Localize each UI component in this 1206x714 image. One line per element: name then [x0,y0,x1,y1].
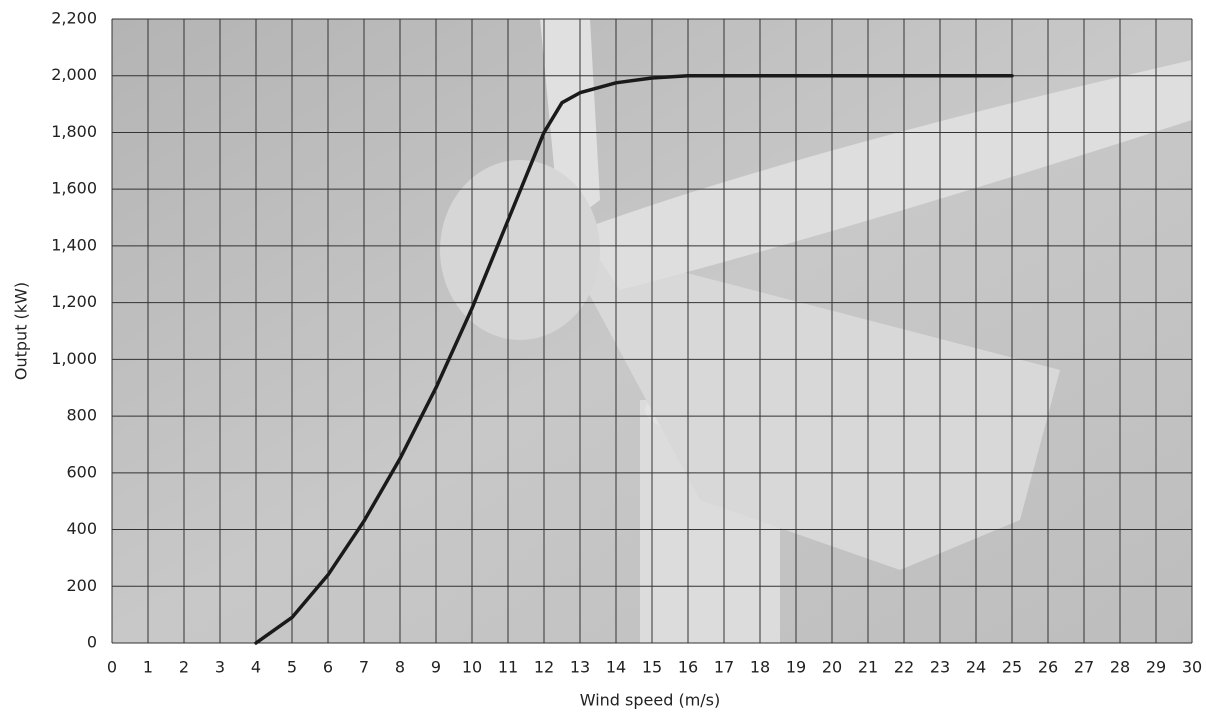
y-tick-label: 1,800 [51,122,97,141]
y-tick-label: 600 [66,462,97,481]
x-tick-label: 22 [894,658,914,677]
x-tick-label: 17 [714,658,734,677]
y-tick-label: 1,000 [51,349,97,368]
x-tick-label: 29 [1146,658,1166,677]
x-tick-label: 28 [1110,658,1130,677]
x-tick-label: 26 [1038,658,1058,677]
y-tick-label: 2,000 [51,65,97,84]
x-tick-label: 2 [179,658,189,677]
x-tick-label: 5 [287,658,297,677]
x-tick-label: 13 [570,658,590,677]
x-tick-label: 16 [678,658,698,677]
chart: 02004006008001,0001,2001,4001,6001,8002,… [0,0,1206,714]
y-tick-label: 1,600 [51,179,97,198]
x-tick-label: 0 [107,658,117,677]
x-tick-label: 14 [606,658,626,677]
y-tick-label: 800 [66,406,97,425]
x-tick-label: 30 [1182,658,1202,677]
y-tick-label: 400 [66,519,97,538]
x-tick-label: 19 [786,658,806,677]
x-tick-label: 8 [395,658,405,677]
x-tick-label: 12 [534,658,554,677]
x-tick-label: 6 [323,658,333,677]
x-tick-label: 10 [462,658,482,677]
y-tick-label: 1,200 [51,292,97,311]
x-tick-label: 18 [750,658,770,677]
x-tick-label: 9 [431,658,441,677]
x-tick-label: 7 [359,658,369,677]
x-tick-label: 15 [642,658,662,677]
x-tick-label: 4 [251,658,261,677]
x-tick-label: 23 [930,658,950,677]
x-tick-label: 24 [966,658,986,677]
x-tick-label: 21 [858,658,878,677]
y-tick-label: 1,400 [51,235,97,254]
y-tick-label: 2,200 [51,9,97,28]
x-tick-label: 25 [1002,658,1022,677]
y-tick-label: 0 [87,633,97,652]
x-axis-label: Wind speed (m/s) [580,691,721,710]
y-tick-label: 200 [66,576,97,595]
x-tick-label: 27 [1074,658,1094,677]
x-tick-label: 1 [143,658,153,677]
x-tick-label: 20 [822,658,842,677]
y-axis-label: Output (kW) [12,282,31,380]
x-tick-label: 11 [498,658,518,677]
x-tick-label: 3 [215,658,225,677]
